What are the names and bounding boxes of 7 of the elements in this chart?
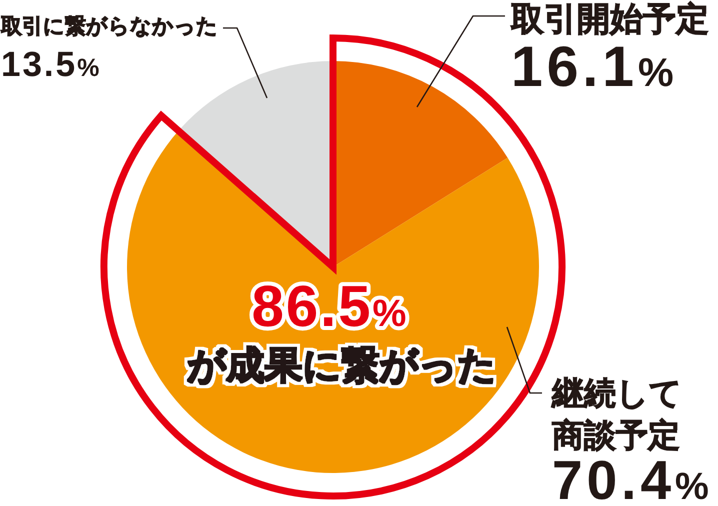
text: 86.5% — [252, 274, 408, 339]
data-label: 13.5% — [1, 45, 102, 84]
slice-label: 取引に繋がらなかった — [1, 15, 218, 38]
text: が成果に繋がった — [188, 345, 496, 387]
data-label: 16.1% — [511, 35, 678, 99]
slice-label: 取引開始予定 — [511, 0, 709, 37]
slice-label: 継続して商談予定 — [552, 374, 683, 455]
